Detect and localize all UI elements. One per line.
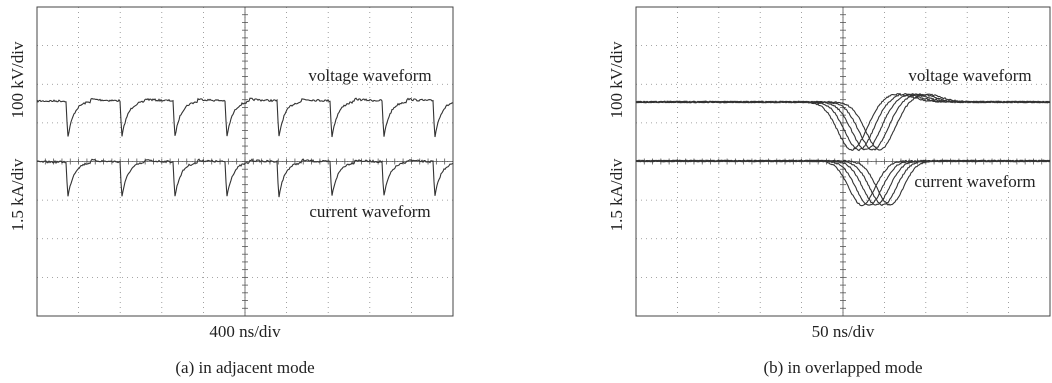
caption: (a) in adjacent mode xyxy=(175,358,314,377)
y-axis-label: 1.5 kA/div xyxy=(607,158,626,231)
y-axis-label: 100 kV/div xyxy=(8,41,27,118)
x-axis-label: 50 ns/div xyxy=(812,322,875,341)
annotation: voltage waveform xyxy=(908,66,1031,85)
y-axis-label: 100 kV/div xyxy=(607,41,626,118)
y-axis-label: 1.5 kA/div xyxy=(8,158,27,231)
figure: 100 kV/div 1.5 kA/div voltage waveform curr… xyxy=(0,0,1052,383)
x-axis-label: 400 ns/div xyxy=(209,322,281,341)
annotation: current waveform xyxy=(309,202,430,221)
annotation: current waveform xyxy=(914,172,1035,191)
caption: (b) in overlapped mode xyxy=(763,358,922,377)
annotation: voltage waveform xyxy=(308,66,431,85)
